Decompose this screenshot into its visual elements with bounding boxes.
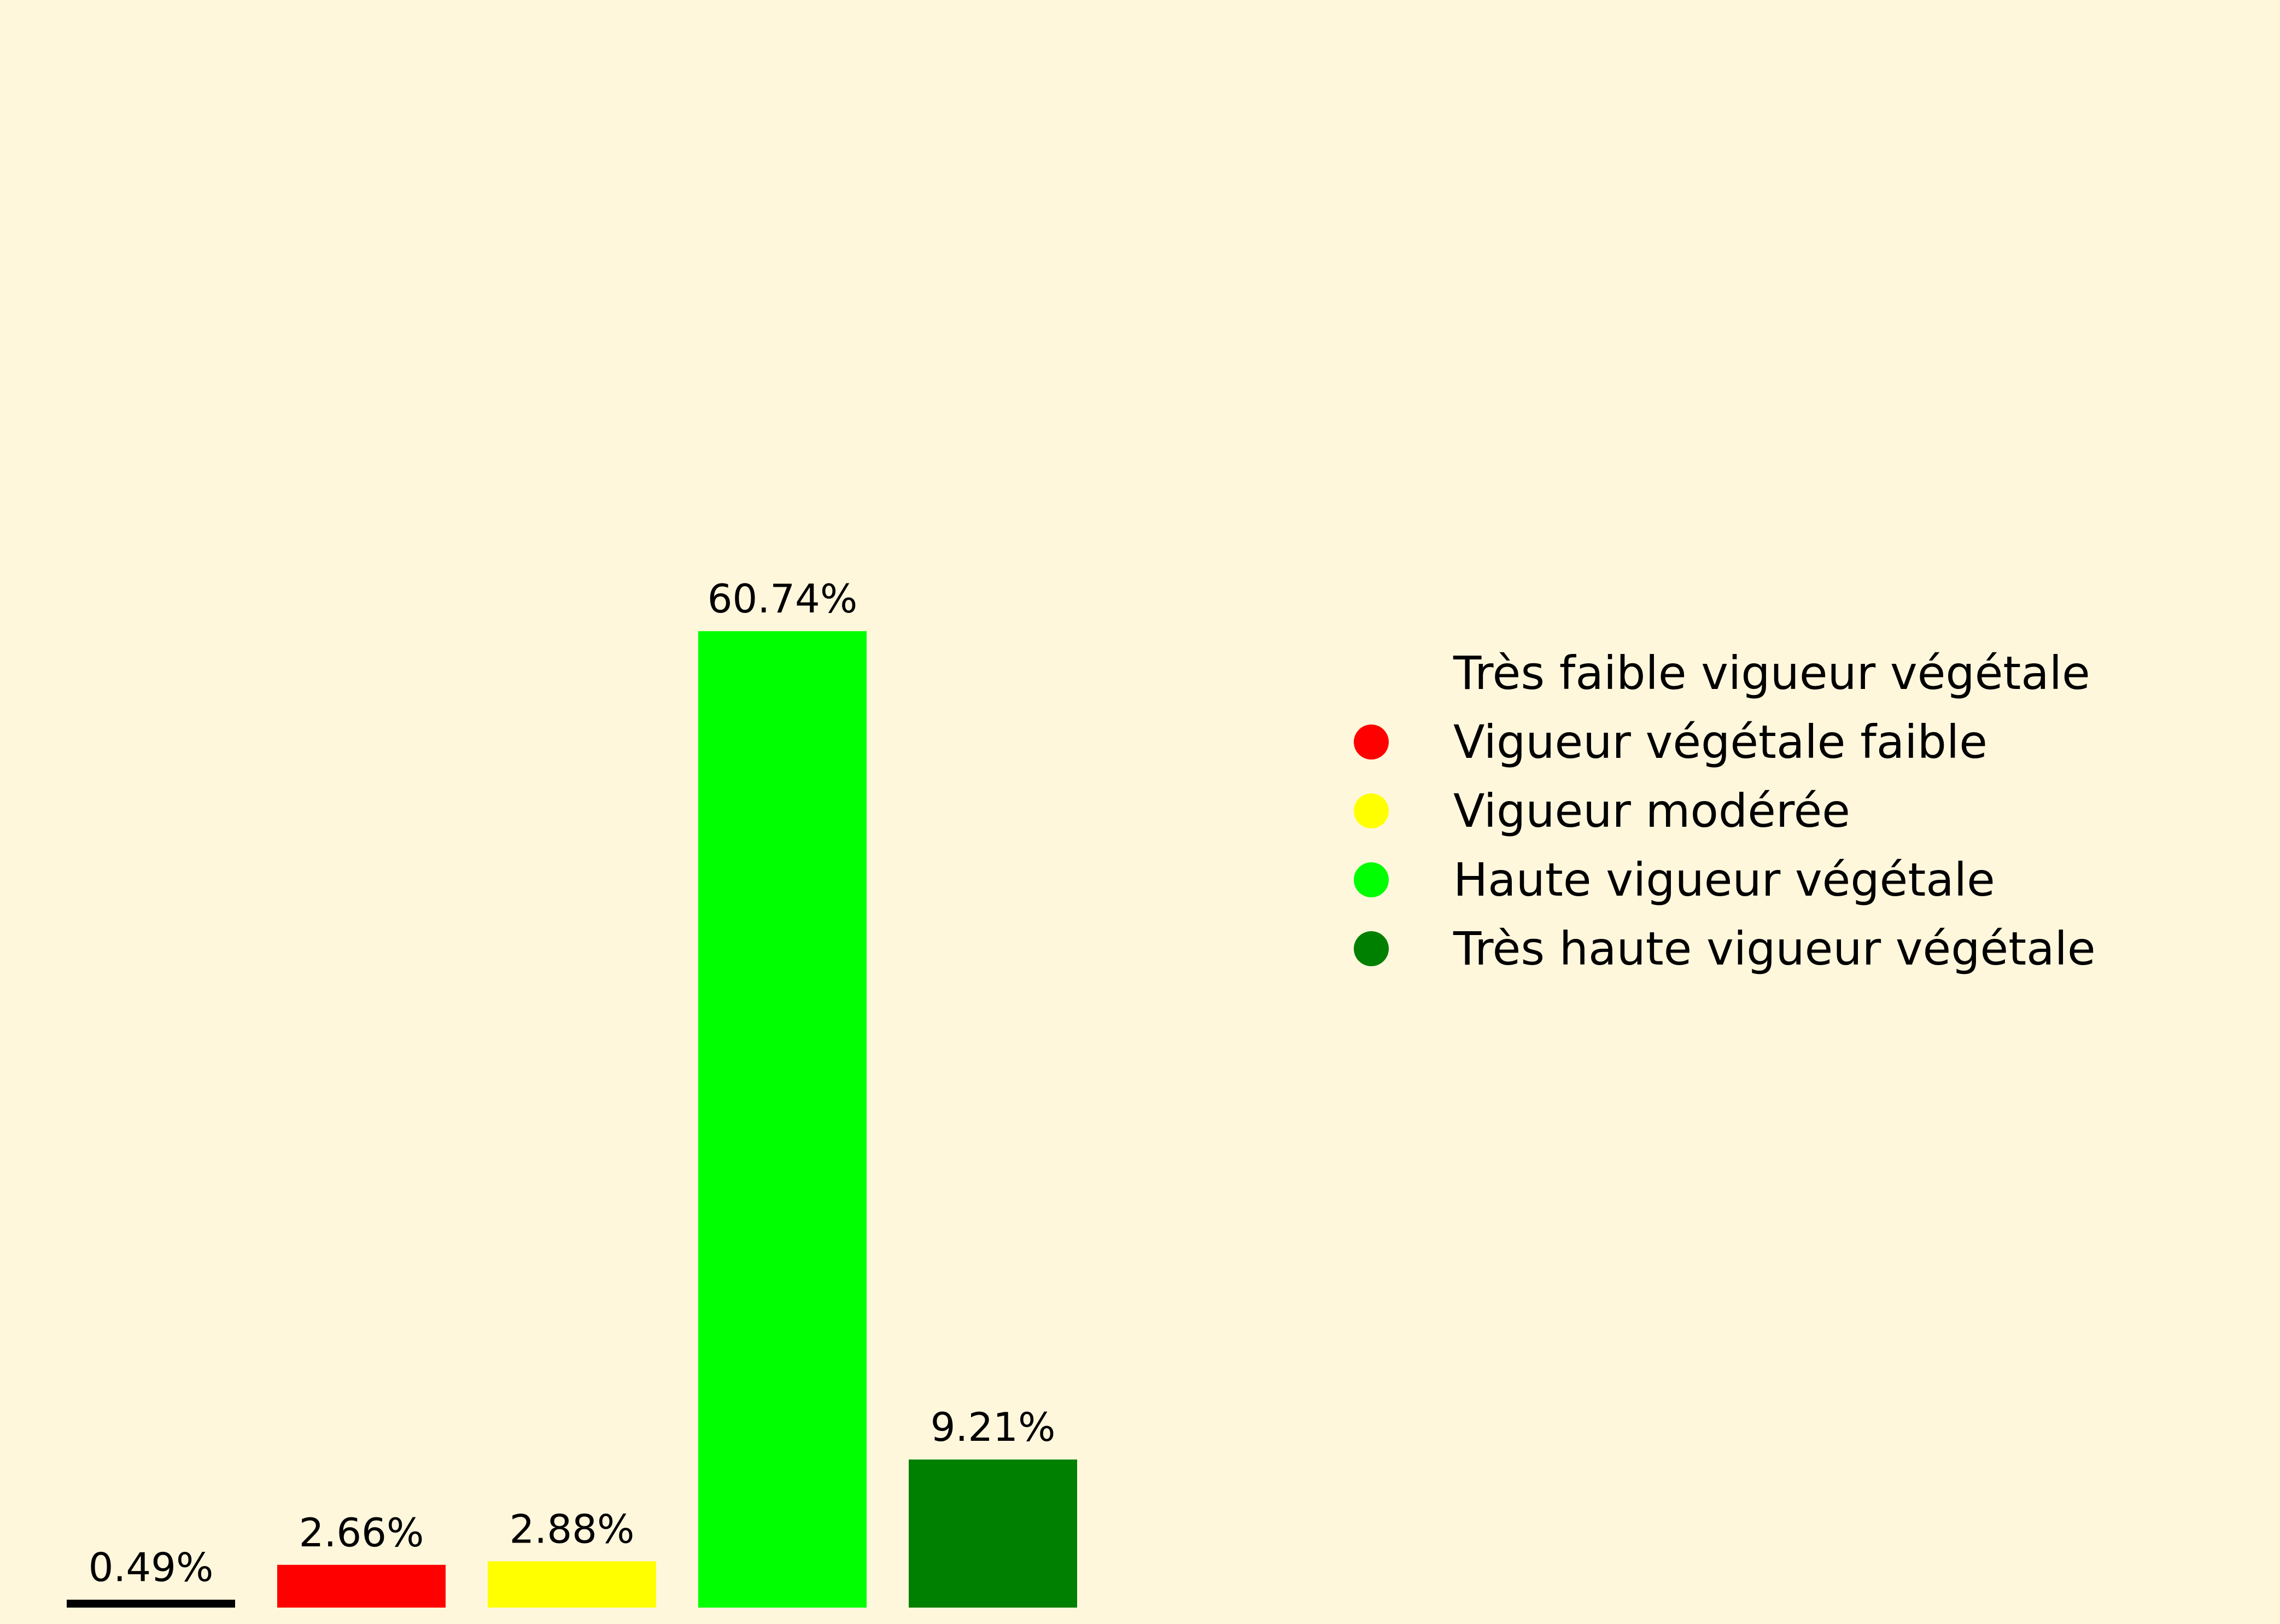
bar-value-label-3: 2.88% bbox=[510, 1506, 635, 1552]
bar-5 bbox=[909, 1459, 1077, 1608]
legend-marker-3 bbox=[1354, 793, 1389, 828]
bar-1 bbox=[67, 1599, 235, 1608]
bar-labels-group: 0.49% 2.66% 2.88% 60.74% 9.21% bbox=[89, 576, 1056, 1590]
legend-marker-1 bbox=[1354, 656, 1389, 691]
legend-marker-5 bbox=[1354, 931, 1389, 966]
bar-value-label-1: 0.49% bbox=[89, 1545, 214, 1591]
legend-label-1: Très faible vigueur végétale bbox=[1453, 646, 2090, 700]
bar-value-label-4: 60.74% bbox=[708, 576, 858, 622]
legend-label-5: Très haute vigueur végétale bbox=[1453, 922, 2096, 975]
legend-label-3: Vigueur modérée bbox=[1453, 784, 1850, 838]
bar-4 bbox=[698, 631, 867, 1608]
legend-marker-4 bbox=[1354, 862, 1389, 897]
bar-3 bbox=[488, 1561, 656, 1608]
bar-value-label-2: 2.66% bbox=[299, 1510, 424, 1556]
legend: Très faible vigueur végétale Vigueur végé… bbox=[1354, 646, 2096, 975]
legend-label-4: Haute vigueur végétale bbox=[1453, 853, 1995, 907]
legend-label-2: Vigueur végétale faible bbox=[1453, 715, 1987, 769]
bars-group bbox=[67, 631, 1077, 1608]
bar-2 bbox=[277, 1564, 446, 1608]
bar-value-label-5: 9.21% bbox=[931, 1404, 1056, 1450]
legend-marker-2 bbox=[1354, 725, 1389, 760]
